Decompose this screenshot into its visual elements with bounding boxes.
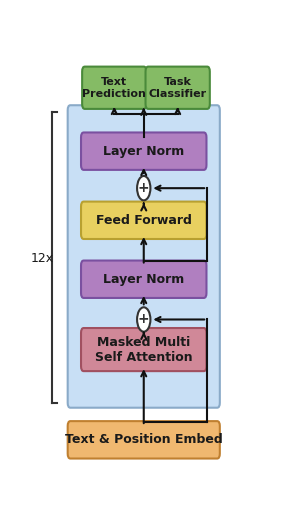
Text: Layer Norm: Layer Norm	[103, 273, 184, 286]
FancyBboxPatch shape	[81, 328, 206, 371]
Text: Text
Prediction: Text Prediction	[82, 77, 146, 99]
FancyBboxPatch shape	[68, 421, 220, 458]
Circle shape	[137, 307, 150, 332]
Text: Layer Norm: Layer Norm	[103, 145, 184, 158]
Text: +: +	[138, 313, 150, 326]
FancyBboxPatch shape	[146, 67, 210, 109]
FancyBboxPatch shape	[82, 67, 146, 109]
Text: Feed Forward: Feed Forward	[96, 214, 192, 227]
FancyBboxPatch shape	[81, 133, 206, 170]
FancyBboxPatch shape	[81, 260, 206, 298]
Text: Masked Multi
Self Attention: Masked Multi Self Attention	[95, 336, 193, 364]
FancyBboxPatch shape	[81, 202, 206, 239]
Text: Text & Position Embed: Text & Position Embed	[65, 433, 223, 446]
Text: 12x: 12x	[31, 252, 54, 265]
Text: +: +	[138, 181, 150, 195]
FancyBboxPatch shape	[68, 105, 220, 408]
Text: Task
Classifier: Task Classifier	[149, 77, 207, 99]
Circle shape	[137, 176, 150, 200]
